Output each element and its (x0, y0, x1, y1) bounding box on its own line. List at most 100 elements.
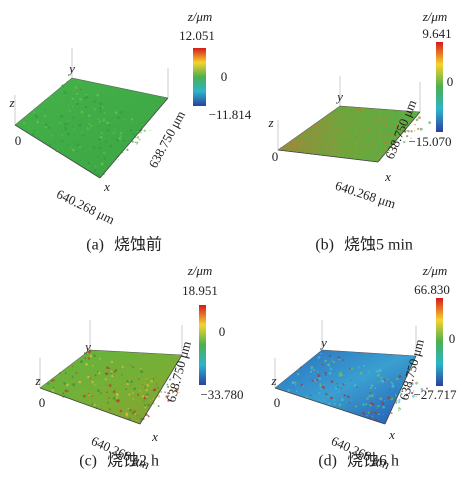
texture-speck (328, 148, 331, 151)
texture-speck (368, 372, 369, 373)
texture-speck (88, 394, 90, 396)
texture-speck (106, 366, 109, 369)
texture-speck (60, 101, 61, 102)
texture-speck (117, 116, 120, 119)
texture-speck (113, 132, 115, 134)
texture-speck (296, 149, 298, 151)
texture-speck (301, 150, 303, 152)
texture-speck (114, 129, 115, 130)
texture-speck (115, 111, 118, 114)
texture-speck (146, 384, 149, 387)
texture-speck (294, 382, 296, 384)
texture-speck (326, 134, 328, 136)
texture-speck (85, 106, 88, 109)
texture-speck (331, 359, 333, 361)
texture-speck (94, 169, 96, 171)
texture-speck (309, 136, 311, 138)
panel-caption: 烧蚀前 (114, 236, 162, 254)
texture-speck (329, 366, 330, 367)
texture-speck (54, 379, 55, 380)
texture-speck (391, 398, 392, 399)
texture-speck (32, 133, 34, 135)
colorbar-label: z/μm (187, 9, 213, 24)
axis-y: y (319, 335, 327, 350)
texture-speck (333, 111, 335, 113)
texture-speck (337, 107, 339, 109)
texture-speck (343, 134, 345, 136)
texture-speck (62, 392, 64, 394)
texture-speck (147, 404, 150, 407)
axis-y: y (67, 61, 75, 76)
texture-speck (128, 408, 129, 409)
texture-speck (341, 388, 342, 389)
texture-speck (384, 400, 385, 401)
texture-speck (311, 380, 313, 382)
texture-speck (143, 400, 144, 401)
texture-speck (120, 135, 122, 137)
texture-speck (60, 115, 63, 118)
texture-speck (297, 373, 300, 376)
texture-speck (391, 385, 394, 388)
panel-caption: 烧蚀2 h (107, 452, 159, 470)
texture-speck (310, 395, 312, 397)
panel-label: (d) (318, 453, 337, 470)
texture-speck (101, 122, 103, 124)
texture-speck (428, 121, 431, 124)
texture-speck (373, 131, 375, 133)
texture-speck (334, 403, 336, 405)
texture-speck (150, 400, 151, 401)
texture-speck (348, 124, 349, 125)
texture-speck (303, 141, 305, 143)
texture-speck (105, 372, 108, 375)
texture-speck (73, 101, 75, 103)
texture-speck (88, 357, 90, 359)
texture-speck (341, 398, 344, 401)
texture-speck (324, 129, 325, 130)
texture-speck (387, 397, 390, 400)
texture-speck (375, 158, 376, 159)
colorbar-zero: 0 (447, 74, 454, 89)
texture-speck (81, 111, 84, 114)
texture-speck (101, 164, 102, 165)
texture-speck (337, 387, 339, 389)
texture-speck (156, 383, 157, 384)
texture-speck (327, 141, 328, 142)
texture-speck (291, 139, 293, 141)
texture-speck (67, 144, 69, 146)
texture-speck (103, 152, 105, 154)
texture-speck (106, 121, 109, 124)
texture-speck (417, 128, 419, 130)
texture-speck (131, 118, 134, 121)
texture-speck (318, 356, 321, 359)
texture-speck (150, 130, 151, 131)
texture-speck (94, 108, 96, 110)
texture-speck (69, 110, 71, 112)
texture-speck (324, 372, 326, 374)
texture-speck (104, 139, 105, 140)
texture-speck (373, 139, 375, 141)
texture-speck (82, 132, 83, 133)
texture-speck (339, 372, 342, 375)
texture-speck (120, 112, 121, 113)
texture-speck (361, 131, 363, 133)
texture-speck (344, 149, 345, 150)
texture-speck (317, 374, 320, 377)
texture-speck (301, 384, 303, 386)
texture-speck (140, 368, 142, 370)
texture-speck (109, 368, 111, 370)
texture-speck (355, 405, 357, 407)
texture-speck (52, 390, 54, 392)
texture-speck (398, 410, 399, 411)
texture-speck (93, 354, 96, 357)
texture-speck (76, 103, 79, 106)
texture-speck (133, 398, 134, 399)
texture-speck (378, 147, 380, 149)
texture-speck (126, 149, 128, 151)
texture-speck (372, 157, 375, 160)
texture-speck (92, 365, 94, 367)
texture-speck (72, 149, 75, 152)
texture-speck (118, 137, 121, 140)
texture-speck (365, 403, 367, 405)
texture-speck (320, 353, 321, 354)
